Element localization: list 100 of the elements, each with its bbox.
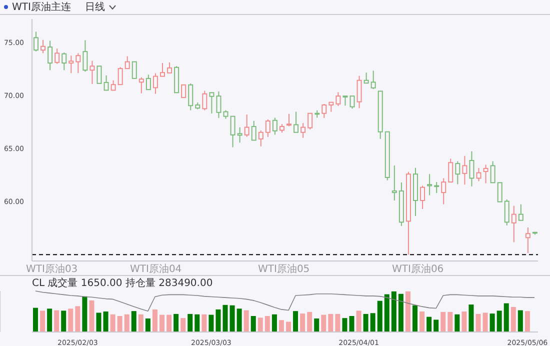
candlestick [167,62,172,74]
bar [160,314,164,332]
candlestick [328,102,334,112]
bar [230,305,235,332]
bar [236,308,242,332]
bar [75,306,80,332]
bar [138,314,144,332]
bar [462,312,467,332]
bar [377,300,382,332]
bar [391,291,396,332]
bar [328,314,334,332]
candlestick [181,84,186,98]
candlestick [462,155,468,186]
bar [103,312,108,332]
candlestick [427,174,432,196]
candlestick [518,204,524,221]
chart-title: WTI原油主连 [12,0,71,14]
text: WTI原油04 [130,262,182,276]
bar [300,314,306,332]
bar [440,312,446,332]
bar [370,313,376,332]
bar [40,310,46,332]
candlestick [104,74,109,91]
bar [420,312,425,332]
bar [468,304,474,332]
text: WTI原油03 [26,262,78,276]
bar [321,314,326,332]
candlestick [441,178,446,205]
candlestick [511,205,516,243]
bar [152,309,158,332]
chart-title: CL 成交量 1650.00 持仓量 283490.00 [31,276,214,289]
bar [117,316,122,332]
bar [314,318,320,332]
bar [216,309,221,332]
bar [89,300,94,332]
bar [250,316,256,332]
bar [454,314,460,332]
bar [264,316,270,332]
bar [258,318,263,332]
candlestick [294,111,299,133]
bar [398,294,404,332]
bar [110,314,116,332]
bar [194,314,200,332]
bar [476,314,481,332]
bar [180,318,186,332]
bar [208,314,214,332]
bar [286,322,291,332]
bar [145,318,150,332]
candlestick [469,150,474,187]
candlestick [364,72,369,84]
candlestick [378,90,383,140]
bar [244,310,249,332]
bar [426,316,432,332]
candlestick [483,164,488,184]
bar [61,310,66,332]
candlestick [209,92,214,114]
candlestick [160,62,165,77]
text: WTI原油06 [392,262,444,276]
bar [518,310,523,332]
bar [293,311,298,332]
bar [131,311,136,332]
bar [524,311,530,332]
bar [405,291,410,332]
bar [356,310,362,332]
bar [174,314,179,332]
candlestick [384,131,390,181]
bar [82,296,88,332]
bar [335,314,340,332]
candlestick [497,182,502,202]
bar [278,320,284,332]
candlestick [96,66,102,84]
candlestick [146,74,151,90]
bar [272,314,277,332]
bar [504,303,509,332]
candlestick [398,182,404,226]
candlestick [132,61,137,79]
bar [124,314,130,332]
candlestick [420,185,426,210]
bar [68,308,74,332]
bar [166,314,172,332]
candlestick [152,72,158,94]
bar [96,312,102,332]
bar [47,308,52,332]
bar [510,306,516,332]
bar [448,312,453,332]
candlestick [392,164,397,201]
bar [342,318,348,332]
text: WTI原油05 [258,262,310,276]
candlestick [300,122,306,138]
bar [202,314,207,332]
bar [54,310,60,332]
bar [384,294,390,332]
bar [188,314,193,332]
bar [412,305,418,332]
candlestick [230,116,236,148]
bar [363,314,368,332]
bar [434,320,439,332]
candlestick [342,96,348,106]
bar [307,312,312,332]
bar [33,308,38,332]
